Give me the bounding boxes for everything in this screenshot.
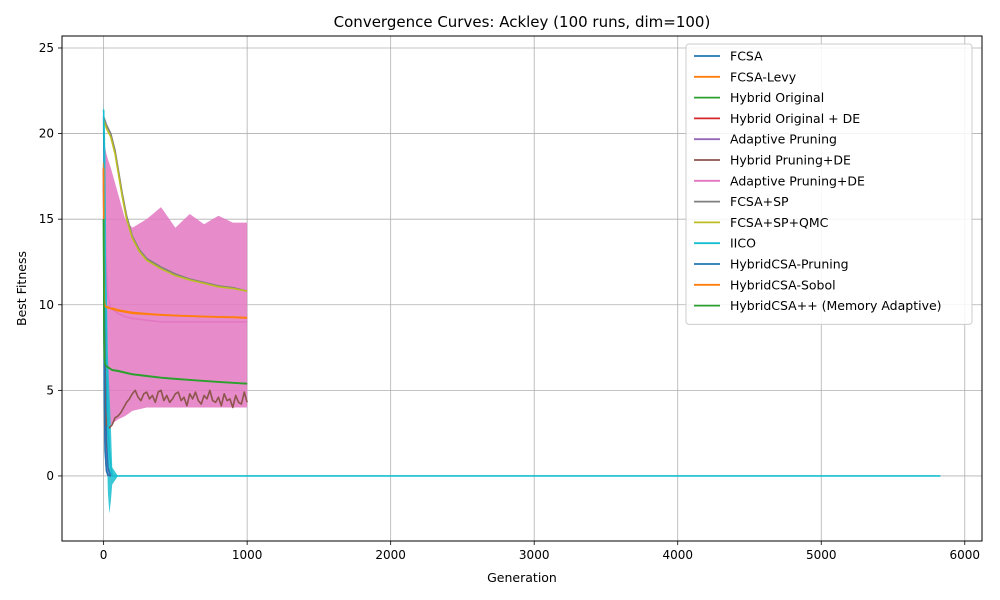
line-adaptive-pruning-de (102, 167, 248, 323)
line-fcsa-sp-qmc (102, 119, 248, 292)
y-tick-label: 15 (39, 212, 54, 226)
x-tick-label: 1000 (232, 548, 263, 562)
legend-label: Hybrid Original + DE (730, 111, 860, 126)
x-tick-label: 4000 (662, 548, 693, 562)
legend-label: Adaptive Pruning (730, 132, 837, 147)
line-hybridcsa-sobol (102, 167, 248, 319)
y-tick-label: 5 (46, 383, 54, 397)
legend: FCSA FCSA-Levy Hybrid Original Hybrid Origi… (685, 43, 973, 325)
y-tick-label: 10 (39, 298, 54, 312)
x-tick-label: 5000 (806, 548, 837, 562)
axis-ticks: 0 1000 2000 3000 4000 5000 6000 0 5 10 15 20 25 (39, 41, 980, 562)
y-tick-label: 20 (39, 127, 54, 141)
legend-label: IICO (730, 236, 756, 251)
legend-label: FCSA (730, 49, 763, 64)
line-hybrid-pruning-de (102, 167, 248, 429)
x-tick-label: 6000 (950, 548, 981, 562)
plot-frame (61, 35, 983, 542)
legend-label: Adaptive Pruning+DE (730, 173, 865, 188)
legend-box (685, 43, 973, 325)
chart-title: Convergence Curves: Ackley (100 runs, di… (334, 13, 711, 31)
legend-label: Hybrid Original (730, 90, 824, 105)
line-iico (102, 109, 941, 477)
x-tick-label: 3000 (519, 548, 550, 562)
legend-label: HybridCSA-Pruning (730, 257, 849, 272)
x-tick-label: 0 (100, 548, 108, 562)
confidence-bands (103, 102, 941, 514)
legend-label: Hybrid Pruning+DE (730, 153, 851, 168)
y-tick-label: 0 (46, 469, 54, 483)
legend-label: FCSA+SP (730, 194, 789, 209)
x-axis-label: Generation (487, 570, 557, 585)
legend-label: HybridCSA-Sobol (730, 277, 836, 292)
line-hybridcsa-memory-adaptive (102, 219, 248, 385)
band-adaptive-pruning-de (103, 142, 248, 429)
legend-label: FCSA+SP+QMC (730, 215, 829, 230)
x-tick-label: 2000 (375, 548, 406, 562)
legend-label: HybridCSA++ (Memory Adaptive) (730, 298, 942, 313)
y-axis-label: Best Fitness (14, 251, 29, 326)
legend-label: FCSA-Levy (730, 69, 797, 84)
y-tick-label: 25 (39, 41, 54, 55)
series-lines (102, 109, 941, 477)
